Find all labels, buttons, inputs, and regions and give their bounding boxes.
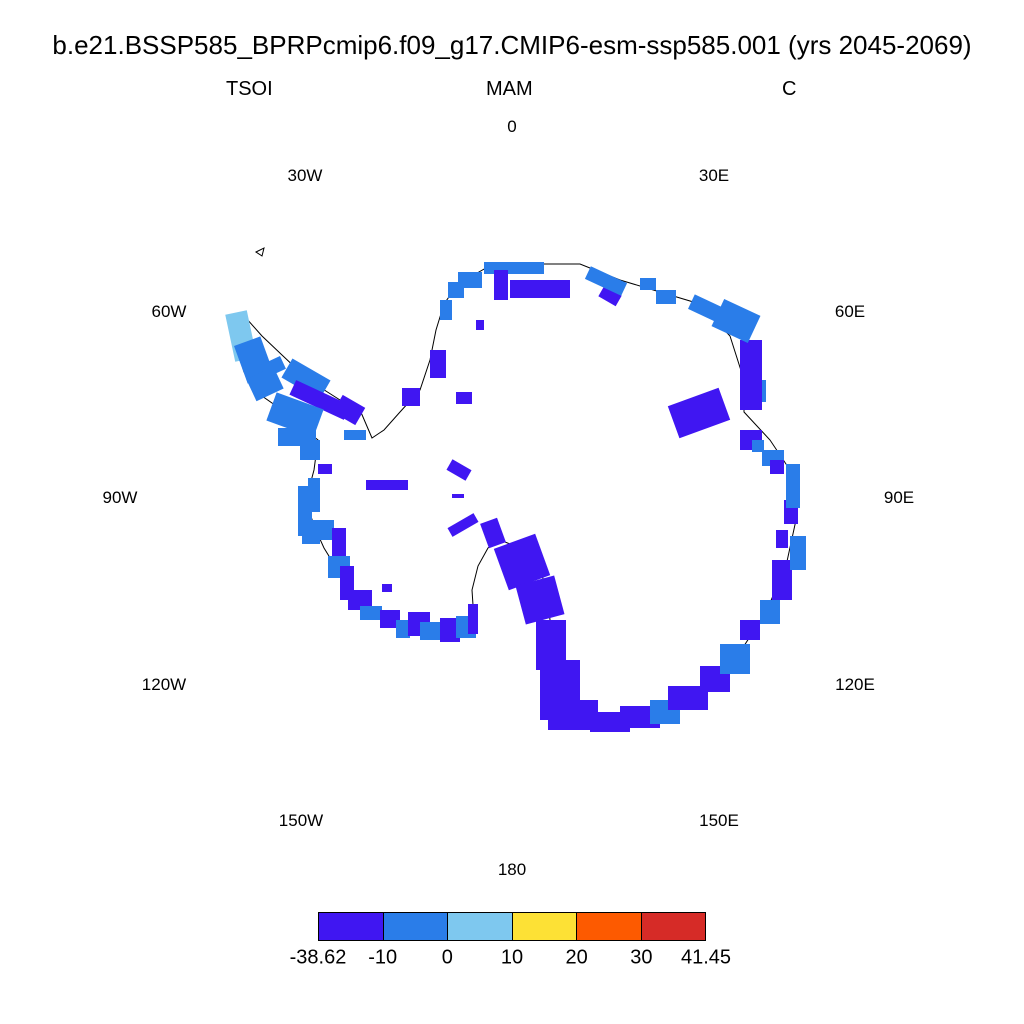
colorbar <box>318 912 706 941</box>
lon-label-180: 180 <box>497 860 527 879</box>
lon-label-30w: 30W <box>287 166 323 185</box>
colorbar-tick-label: -38.62 <box>289 946 347 969</box>
lon-label-120w: 120W <box>141 675 187 694</box>
colorbar-tick-label: 20 <box>565 946 588 969</box>
lon-label-60e: 60E <box>834 302 866 321</box>
lon-label-150w: 150W <box>278 811 324 830</box>
coastline-island <box>255 247 265 257</box>
lon-label-90e: 90E <box>883 488 915 507</box>
colorbar-tick-label: 0 <box>441 946 453 969</box>
variable-label: TSOI <box>226 78 273 100</box>
data-cells <box>225 262 806 732</box>
lon-label-90w: 90W <box>102 488 138 507</box>
units-label: C <box>782 78 797 100</box>
colorbar-segment <box>577 913 642 940</box>
colorbar-tick-label: -10 <box>368 946 398 969</box>
lon-label-60w: 60W <box>151 302 187 321</box>
colorbar-segment <box>319 913 384 940</box>
lon-label-120e: 120E <box>835 675 875 694</box>
season-label: MAM <box>486 78 533 100</box>
colorbar-segment <box>383 913 448 940</box>
colorbar-tick-label: 30 <box>630 946 653 969</box>
colorbar-tick-label: 10 <box>500 946 524 969</box>
colorbar-segment <box>641 913 705 940</box>
colorbar-segment <box>512 913 577 940</box>
lon-label-0: 0 <box>507 117 517 136</box>
plot-title: b.e21.BSSP585_BPRPcmip6.f09_g17.CMIP6-es… <box>52 30 972 60</box>
colorbar-segment <box>448 913 513 940</box>
colorbar-tick-label: 41.45 <box>680 946 732 969</box>
lon-label-150e: 150E <box>699 811 739 830</box>
lon-label-30e: 30E <box>698 166 730 185</box>
